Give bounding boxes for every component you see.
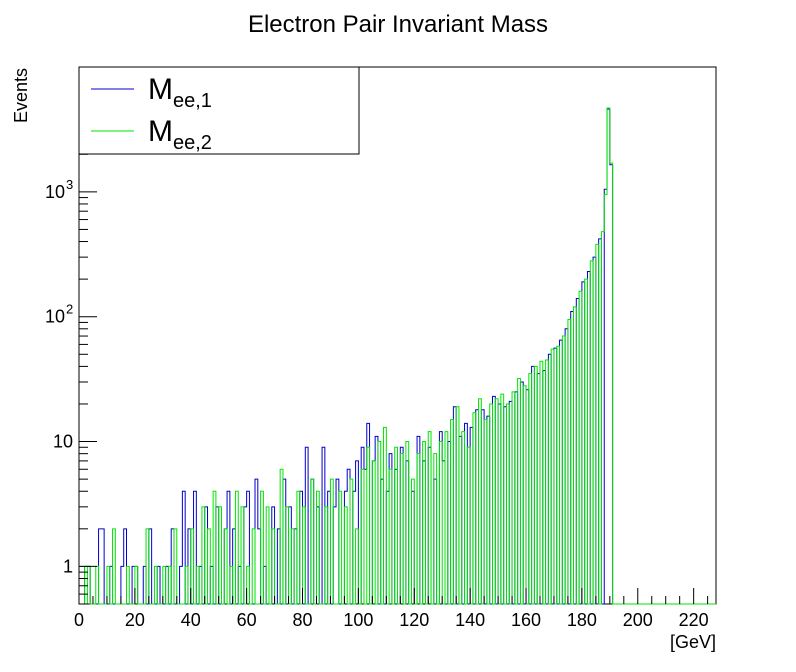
- legend: Mee,1 Mee,2: [78, 66, 360, 155]
- x-axis: 0 20 40 60 80 100 120 140 160 180 200 220: [74, 588, 709, 630]
- histogram-line-2: [79, 107, 716, 605]
- y-axis-label: Events: [11, 68, 31, 123]
- x-tick-label: 220: [679, 610, 709, 630]
- x-tick-label: 100: [343, 610, 373, 630]
- x-tick-label: 200: [623, 610, 653, 630]
- x-tick-label: 120: [399, 610, 429, 630]
- x-tick-label: 180: [567, 610, 597, 630]
- y-tick-label: 10: [45, 182, 65, 202]
- x-tick-label: 80: [292, 610, 312, 630]
- legend-label-mee2: Mee,2: [148, 115, 212, 154]
- legend-box: [78, 66, 360, 155]
- y-tick-exponent: 2: [66, 302, 73, 317]
- y-tick-label: 1: [63, 556, 73, 576]
- chart-title: Electron Pair Invariant Mass: [248, 11, 548, 38]
- histogram-series: [79, 107, 716, 605]
- legend-label-mee1: Mee,1: [148, 73, 212, 112]
- x-tick-label: 60: [237, 610, 257, 630]
- y-tick-label: 10: [53, 432, 73, 452]
- x-tick-label: 0: [74, 610, 84, 630]
- y-tick-exponent: 3: [66, 177, 73, 192]
- x-tick-label: 40: [181, 610, 201, 630]
- x-tick-label: 160: [511, 610, 541, 630]
- x-tick-label: 140: [455, 610, 485, 630]
- x-axis-label: [GeV]: [670, 632, 716, 652]
- x-tick-label: 20: [125, 610, 145, 630]
- y-tick-label: 10: [45, 307, 65, 327]
